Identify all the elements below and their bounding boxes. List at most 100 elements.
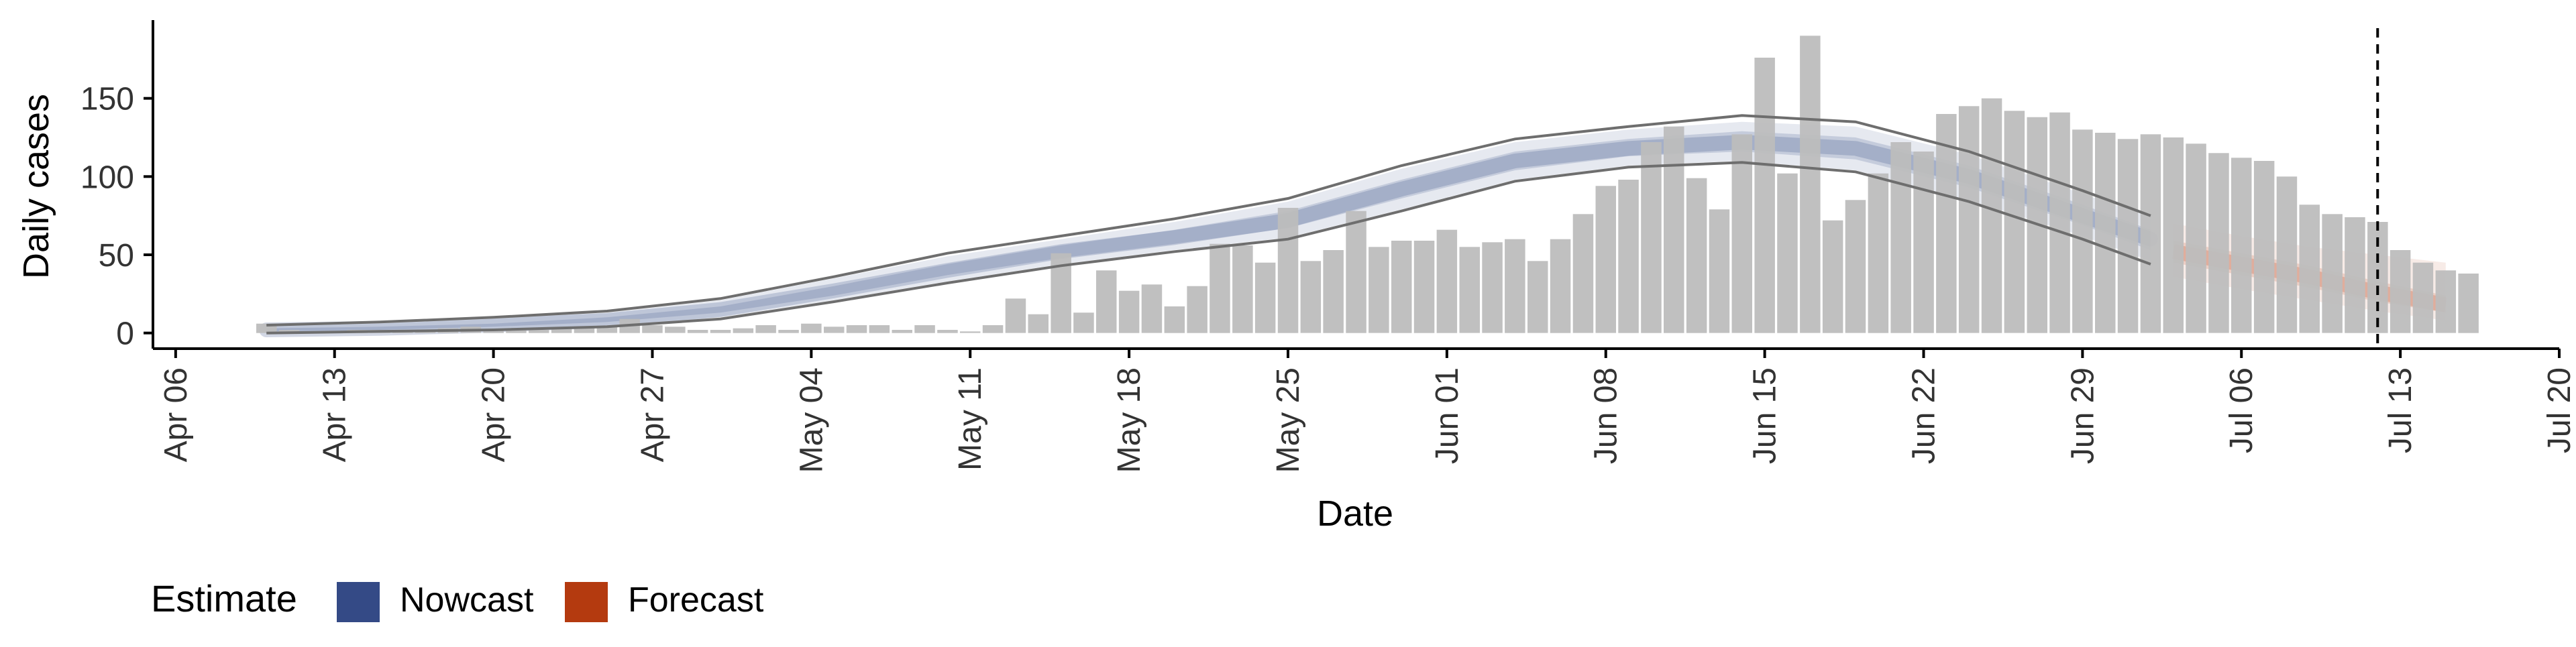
bar-2020-05-23 (1232, 245, 1253, 333)
y-tick-label: 50 (99, 238, 134, 274)
x-tick-label: Apr 20 (476, 367, 512, 462)
bar-2020-06-12 (1686, 178, 1707, 333)
bar-2020-05-17 (1096, 270, 1117, 333)
bar-2020-07-05 (2208, 153, 2229, 333)
x-tick-label: Jul 20 (2542, 367, 2576, 453)
y-axis-label: Daily cases (16, 94, 56, 279)
bar-2020-06-10 (1641, 142, 1662, 333)
bar-2020-05-21 (1187, 286, 1208, 333)
bar-2020-05-19 (1141, 284, 1163, 333)
bar-2020-05-02 (755, 325, 776, 333)
bar-2020-06-15 (1754, 58, 1775, 333)
x-tick-label: Jul 06 (2224, 367, 2259, 453)
bar-2020-07-16 (2458, 274, 2479, 333)
legend-label-forecast: Forecast (628, 581, 764, 620)
nowcast-band-90 (266, 121, 2151, 333)
bar-2020-06-26 (2004, 111, 2025, 333)
bar-2020-06-18 (1822, 220, 1843, 333)
bar-2020-05-11 (960, 331, 981, 333)
bar-2020-05-06 (846, 325, 867, 333)
bar-2020-05-28 (1346, 211, 1366, 333)
bar-2020-05-07 (869, 325, 890, 333)
nowcast-lower-line (266, 161, 2151, 335)
bar-2020-05-18 (1118, 290, 1140, 333)
bar-2020-05-13 (1005, 298, 1026, 333)
bar-2020-06-24 (1958, 106, 1980, 333)
bar-2020-07-08 (2276, 176, 2298, 333)
legend-key-forecast (565, 582, 608, 622)
bar-2020-07-15 (2435, 270, 2457, 333)
bar-2020-05-25 (1277, 208, 1299, 333)
x-tick-label: Apr 27 (635, 367, 671, 462)
nowcast-upper-line (266, 114, 2151, 327)
bar-2020-06-01 (1436, 229, 1458, 333)
bar-2020-05-26 (1300, 261, 1322, 333)
bar-2020-06-17 (1800, 36, 1821, 333)
bar-2020-06-02 (1459, 247, 1480, 333)
bar-2020-07-11 (2345, 217, 2365, 333)
bar-2020-04-29 (687, 330, 708, 333)
bar-2020-04-24 (574, 328, 595, 333)
bar-2020-06-07 (1572, 214, 1594, 333)
bar-2020-05-27 (1323, 250, 1344, 333)
bar-2020-05-16 (1073, 312, 1094, 333)
x-tick-label: Jul 13 (2383, 367, 2418, 453)
bar-2020-05-14 (1028, 314, 1049, 333)
bar-2020-05-20 (1164, 306, 1185, 333)
bar-2020-04-22 (529, 330, 549, 333)
bar-2020-06-13 (1709, 209, 1730, 333)
x-axis-label: Date (1317, 493, 1393, 534)
bar-2020-06-25 (1981, 98, 2002, 333)
bar-2020-04-30 (710, 330, 731, 333)
bar-2020-05-03 (778, 330, 799, 333)
bar-2020-06-04 (1505, 239, 1525, 333)
bar-2020-04-20 (483, 330, 504, 333)
bar-2020-05-12 (982, 325, 1004, 333)
bar-2020-07-09 (2299, 204, 2320, 333)
daily-case-bars (256, 36, 2479, 333)
y-tick-label: 100 (80, 160, 134, 195)
x-tick-label: Apr 13 (317, 367, 353, 462)
bar-2020-05-01 (733, 328, 754, 333)
bar-2020-05-04 (801, 323, 822, 333)
x-tick-label: May 25 (1271, 367, 1306, 473)
x-tick-label: May 18 (1112, 367, 1147, 473)
bar-2020-06-30 (2095, 133, 2116, 333)
bar-2020-06-11 (1664, 126, 1684, 333)
x-tick-label: May 11 (953, 367, 988, 471)
bar-2020-07-02 (2140, 134, 2161, 333)
bar-2020-06-03 (1482, 242, 1503, 333)
bar-2020-06-06 (1550, 239, 1571, 333)
bar-2020-05-08 (892, 330, 912, 333)
bar-2020-07-01 (2117, 139, 2139, 333)
bar-2020-04-25 (596, 327, 618, 333)
bar-2020-07-03 (2163, 137, 2184, 333)
bar-2020-05-10 (937, 330, 958, 333)
bar-2020-04-28 (665, 327, 686, 333)
bar-2020-05-31 (1413, 241, 1435, 333)
nowcast-band-50 (266, 131, 2151, 332)
bar-2020-05-29 (1368, 247, 1389, 333)
bar-2020-07-04 (2186, 143, 2206, 333)
bar-2020-06-22 (1913, 152, 1934, 333)
x-tick-label: Jun 08 (1589, 367, 1624, 464)
y-tick-label: 150 (80, 82, 134, 117)
bar-2020-05-30 (1391, 241, 1412, 333)
bar-2020-06-28 (2049, 112, 2070, 333)
bar-2020-06-05 (1527, 261, 1548, 333)
bar-2020-07-14 (2412, 262, 2434, 333)
bar-2020-06-16 (1777, 173, 1798, 333)
bar-2020-07-10 (2322, 214, 2343, 333)
bar-2020-06-21 (1890, 142, 1911, 333)
bar-2020-06-23 (1936, 114, 1957, 333)
bar-2020-06-19 (1845, 200, 1866, 333)
legend-label-nowcast: Nowcast (400, 581, 534, 620)
x-tick-label: Jun 22 (1907, 367, 1942, 464)
bar-2020-07-06 (2231, 158, 2252, 333)
x-tick-label: Jun 01 (1430, 367, 1465, 464)
bar-2020-07-13 (2390, 250, 2411, 333)
bar-2020-06-20 (1868, 173, 1889, 333)
y-tick-label: 0 (116, 316, 134, 352)
bar-2020-06-09 (1618, 180, 1639, 333)
